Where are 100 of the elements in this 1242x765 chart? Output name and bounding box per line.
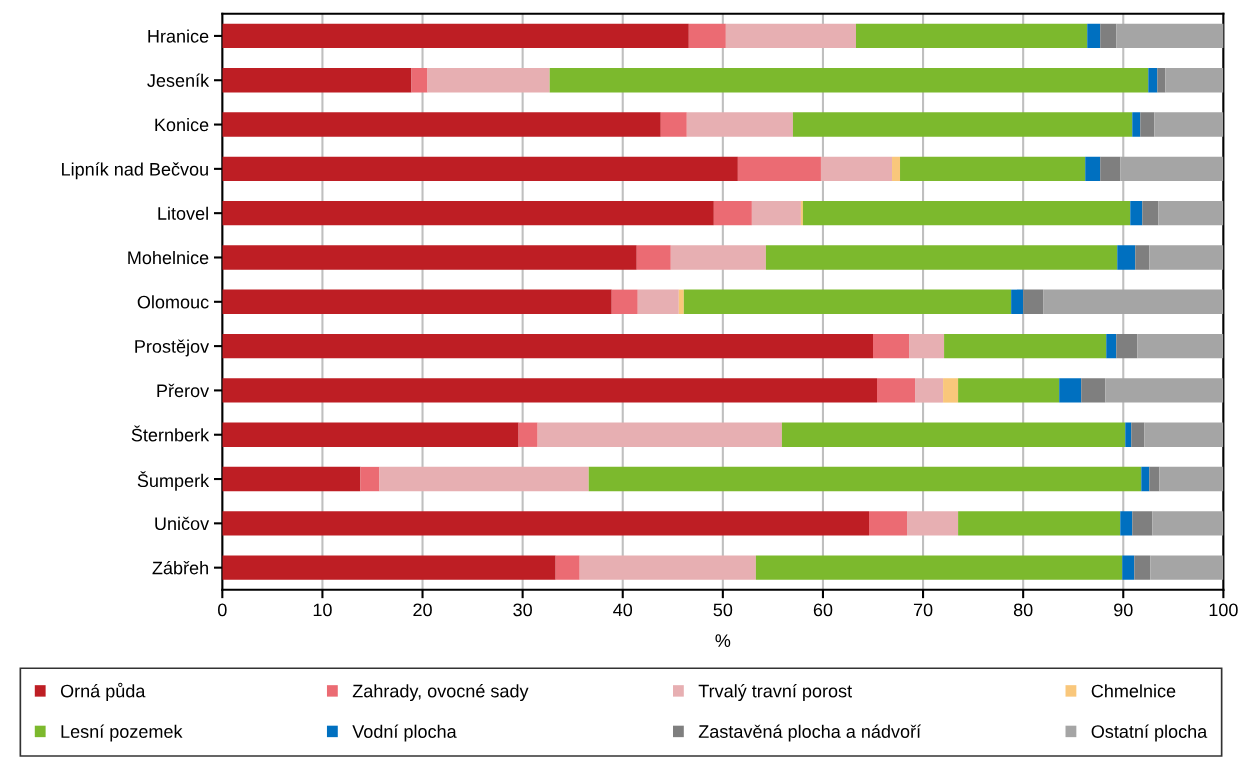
bar	[1149, 245, 1224, 270]
bar	[958, 511, 1121, 536]
bar	[1106, 333, 1117, 359]
y-tick-label: Hranice	[148, 29, 209, 43]
bar	[222, 156, 738, 182]
x-tick-label: 70	[913, 603, 933, 617]
bar	[725, 23, 856, 49]
x-axis-title: %	[715, 634, 731, 647]
bar	[222, 112, 661, 137]
bar	[670, 245, 766, 270]
bar	[1165, 68, 1224, 93]
bar	[737, 156, 821, 182]
x-tick-label: 0	[218, 603, 227, 617]
bar	[765, 245, 1118, 270]
bar	[688, 23, 726, 49]
bar	[943, 378, 959, 403]
bar	[588, 466, 1142, 492]
bar	[222, 200, 714, 226]
legend-label: Zastavěná plocha a nádvoří	[698, 724, 922, 742]
x-tick-label: 30	[513, 603, 532, 617]
bar	[537, 422, 782, 447]
bar	[1116, 23, 1224, 49]
bar	[1132, 112, 1141, 137]
bar	[713, 200, 752, 226]
bar	[1140, 112, 1155, 137]
y-tick-label: Prostějov	[135, 339, 210, 357]
bar	[1120, 511, 1133, 536]
bar	[909, 333, 945, 359]
bar	[877, 378, 916, 403]
y-tick-label: Mohelnice	[128, 250, 209, 265]
bar	[222, 422, 519, 447]
bar	[222, 511, 869, 536]
bar	[751, 200, 801, 226]
x-tick-label: 90	[1114, 603, 1133, 617]
bar	[1141, 466, 1150, 492]
bar	[907, 511, 959, 536]
bar	[1100, 156, 1121, 182]
y-tick-label: Zábřeh	[152, 560, 208, 575]
bar	[427, 68, 550, 93]
y-tick-label: Šternberk	[131, 425, 210, 442]
bar	[781, 422, 1126, 447]
bar	[1154, 112, 1224, 137]
y-tick-label: Lipník nad Bečvou	[62, 162, 208, 180]
x-tick-label: 20	[413, 603, 432, 617]
bar	[222, 378, 878, 403]
y-tick-label: Olomouc	[137, 295, 209, 309]
y-tick-label: Přerov	[157, 383, 210, 398]
bar	[555, 555, 580, 580]
bar	[900, 156, 1086, 182]
bar	[944, 333, 1107, 359]
legend-label: Chmelnice	[1091, 684, 1176, 698]
bar	[792, 112, 1133, 137]
bar	[1149, 466, 1160, 492]
legend-label: Trvalý travní porost	[698, 683, 852, 702]
bar	[1011, 289, 1024, 314]
bar	[1148, 68, 1158, 93]
bar	[1100, 23, 1117, 49]
bar	[1130, 200, 1143, 226]
x-tick-label: 10	[313, 603, 332, 617]
bar	[222, 23, 689, 49]
bar	[892, 156, 901, 182]
legend-label: Zahrady, ovocné sady	[352, 683, 529, 702]
bar	[1159, 466, 1224, 492]
legend-label: Orná půda	[60, 682, 146, 702]
bar	[678, 289, 684, 314]
bar	[1158, 200, 1224, 226]
bar	[1117, 245, 1136, 270]
bar	[1157, 68, 1166, 93]
x-tick-label: 50	[713, 603, 733, 617]
bar	[1137, 333, 1224, 359]
bar	[636, 245, 671, 270]
bar	[1059, 378, 1082, 403]
x-tick-label: 40	[613, 603, 633, 617]
bar	[222, 466, 361, 492]
bar	[1105, 378, 1224, 403]
bar	[820, 156, 893, 182]
bar	[660, 112, 687, 137]
bar	[1135, 245, 1150, 270]
bar	[222, 555, 556, 580]
bar	[915, 378, 944, 403]
bar	[1087, 23, 1101, 49]
bar	[222, 289, 612, 314]
bar	[411, 68, 428, 93]
bar	[800, 200, 803, 226]
bar	[1144, 422, 1224, 447]
bar	[379, 466, 589, 492]
bar	[1085, 156, 1101, 182]
bar	[1125, 422, 1132, 447]
bar	[1134, 555, 1151, 580]
bar	[1081, 378, 1106, 403]
bar	[549, 68, 1149, 93]
y-tick-label: Jeseník	[147, 73, 210, 87]
bar	[1120, 156, 1224, 182]
bar	[1142, 200, 1159, 226]
bar	[855, 23, 1088, 49]
bar	[1023, 289, 1044, 314]
bar	[222, 68, 412, 93]
bar	[873, 333, 910, 359]
bar	[686, 112, 793, 137]
bar	[1132, 511, 1153, 536]
